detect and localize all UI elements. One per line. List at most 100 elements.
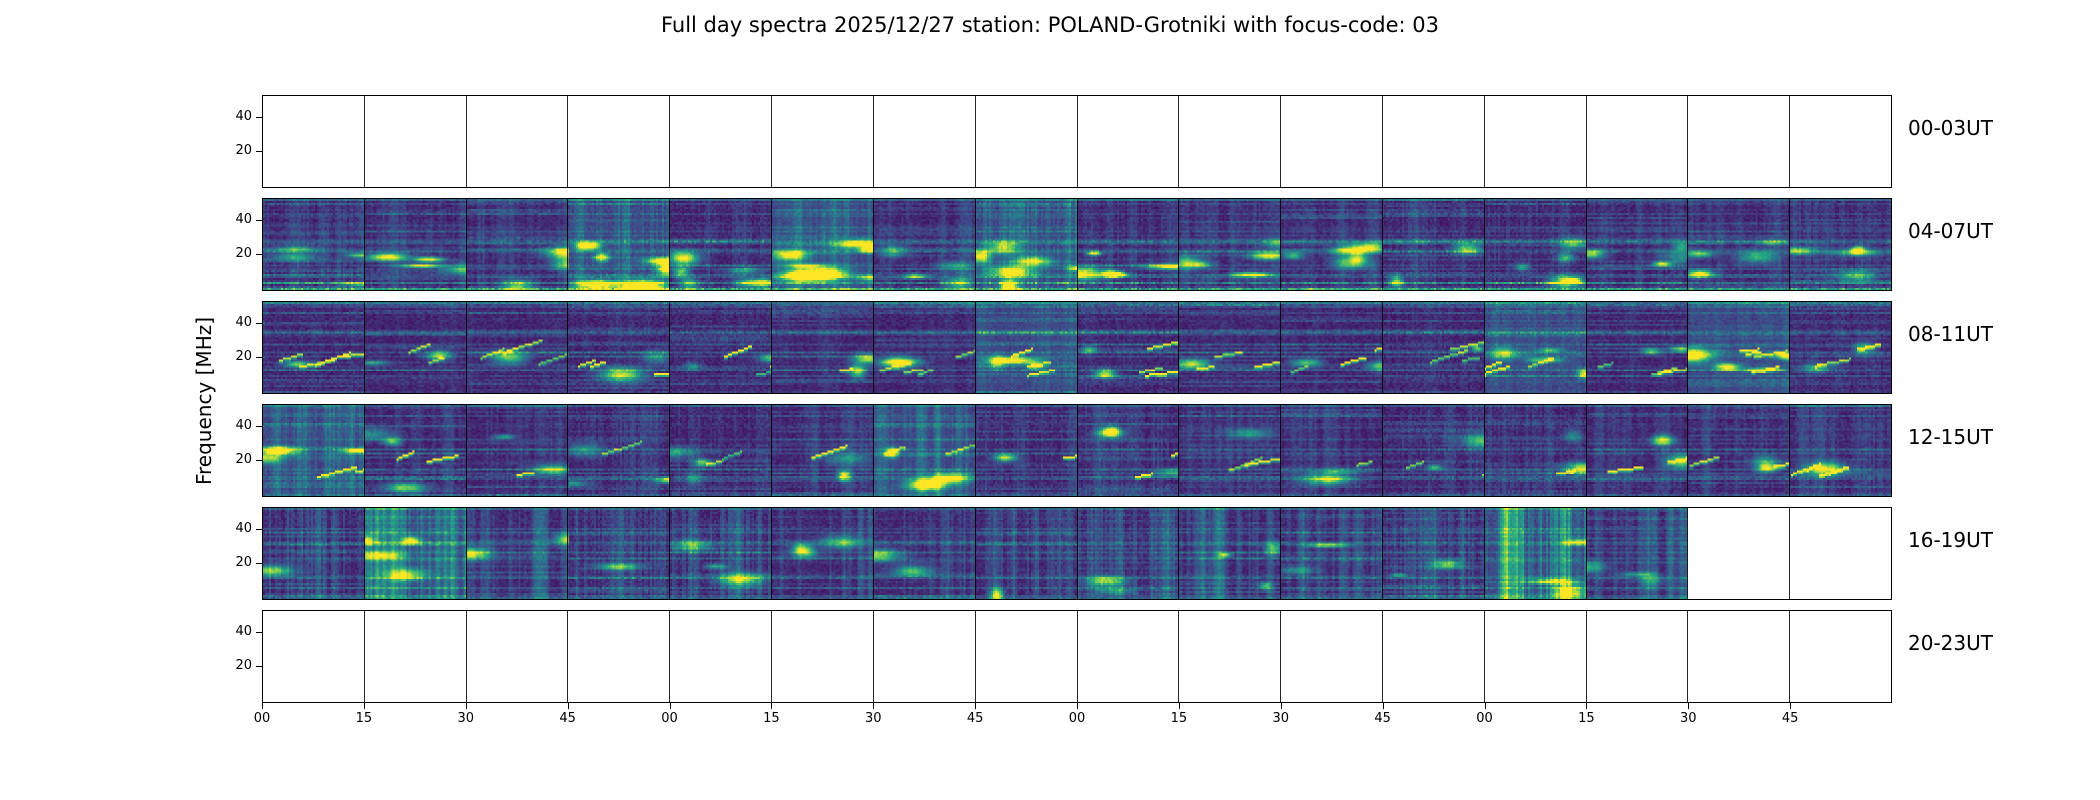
segment-grid bbox=[263, 508, 1891, 599]
segment-cell bbox=[670, 405, 773, 496]
y-tick-label: 20 bbox=[235, 451, 252, 467]
segment-cell bbox=[1688, 611, 1791, 702]
segment-cell bbox=[263, 611, 365, 702]
x-tick-mark bbox=[1178, 703, 1180, 709]
segment-cell bbox=[1281, 405, 1383, 496]
segment-cell bbox=[1179, 302, 1282, 393]
segment-cell bbox=[1281, 508, 1383, 599]
x-tick-label: 00 bbox=[1476, 711, 1493, 726]
x-tick-label: 30 bbox=[1679, 711, 1697, 726]
segment-cell bbox=[976, 405, 1078, 496]
segment-cell bbox=[1078, 405, 1180, 496]
segment-grid bbox=[263, 199, 1891, 290]
y-tick-label: 40 bbox=[235, 212, 252, 228]
y-tick-label: 40 bbox=[235, 109, 252, 125]
segment-cell bbox=[874, 405, 976, 496]
segment-cell bbox=[263, 302, 365, 393]
segment-cell bbox=[263, 508, 365, 599]
segment-cell bbox=[568, 302, 671, 393]
segment-cell bbox=[467, 302, 569, 393]
x-tick-label: 45 bbox=[559, 711, 576, 726]
segment-cell bbox=[976, 611, 1078, 702]
segment-cell bbox=[1179, 199, 1282, 290]
segment-cell bbox=[568, 611, 671, 702]
segment-cell bbox=[1179, 508, 1282, 599]
segment-grid bbox=[263, 405, 1891, 496]
segment-cell bbox=[467, 508, 569, 599]
segment-cell bbox=[1688, 405, 1791, 496]
spectra-row-16-19UT bbox=[262, 507, 1892, 600]
chart-title: Full day spectra 2025/12/27 station: POL… bbox=[660, 13, 1440, 37]
x-tick-label: 45 bbox=[1374, 711, 1391, 726]
segment-cell bbox=[1485, 611, 1587, 702]
segment-cell bbox=[1790, 96, 1891, 187]
segment-cell bbox=[670, 611, 773, 702]
segment-cell bbox=[772, 405, 874, 496]
segment-grid bbox=[263, 302, 1891, 393]
segment-cell bbox=[772, 199, 874, 290]
segment-cell bbox=[1688, 508, 1791, 599]
segment-cell bbox=[1078, 96, 1180, 187]
x-tick-mark bbox=[975, 703, 977, 709]
segment-cell bbox=[874, 508, 976, 599]
segment-cell bbox=[365, 405, 467, 496]
x-tick-mark bbox=[1790, 703, 1792, 709]
x-tick-mark bbox=[567, 703, 569, 709]
segment-cell bbox=[1688, 199, 1791, 290]
segment-cell bbox=[365, 199, 467, 290]
segment-cell bbox=[1078, 508, 1180, 599]
x-tick-mark bbox=[465, 703, 467, 709]
segment-cell bbox=[1485, 302, 1587, 393]
segment-cell bbox=[1383, 405, 1485, 496]
segment-cell bbox=[1179, 96, 1282, 187]
segment-cell bbox=[1587, 405, 1689, 496]
segment-cell bbox=[976, 199, 1078, 290]
x-tick-label: 00 bbox=[661, 711, 678, 726]
segment-cell bbox=[365, 96, 467, 187]
y-tick-mark bbox=[256, 426, 262, 428]
segment-cell bbox=[1281, 302, 1383, 393]
x-tick-mark bbox=[669, 703, 671, 709]
segment-cell bbox=[772, 302, 874, 393]
segment-cell bbox=[263, 199, 365, 290]
segment-cell bbox=[365, 302, 467, 393]
segment-cell bbox=[1790, 199, 1891, 290]
y-tick-mark bbox=[256, 632, 262, 634]
segment-cell bbox=[1790, 611, 1891, 702]
x-tick-label: 15 bbox=[1170, 711, 1188, 726]
y-tick-label: 20 bbox=[235, 554, 252, 570]
segment-cell bbox=[1078, 611, 1180, 702]
segment-cell bbox=[1587, 96, 1689, 187]
row-label-20-23UT: 20-23UT bbox=[1908, 630, 1993, 655]
segment-cell bbox=[874, 199, 976, 290]
x-tick-label: 45 bbox=[1781, 711, 1799, 726]
y-tick-mark bbox=[256, 150, 262, 152]
y-tick-label: 20 bbox=[235, 245, 252, 261]
segment-cell bbox=[1485, 199, 1587, 290]
x-tick-label: 00 bbox=[253, 711, 271, 726]
row-label-12-15UT: 12-15UT bbox=[1908, 424, 1993, 449]
x-tick-mark bbox=[1077, 703, 1078, 709]
row-label-16-19UT: 16-19UT bbox=[1908, 527, 1993, 552]
segment-cell bbox=[1383, 611, 1485, 702]
x-tick-label: 15 bbox=[763, 711, 780, 726]
segment-cell bbox=[1688, 302, 1791, 393]
y-tick-mark bbox=[256, 253, 262, 255]
segment-cell bbox=[1587, 611, 1689, 702]
segment-cell bbox=[568, 508, 671, 599]
segment-cell bbox=[1790, 405, 1891, 496]
segment-cell bbox=[772, 611, 874, 702]
segment-cell bbox=[976, 302, 1078, 393]
segment-cell bbox=[874, 302, 976, 393]
spectra-row-00-03UT bbox=[262, 95, 1892, 188]
segment-cell bbox=[365, 508, 467, 599]
x-tick-mark bbox=[1586, 703, 1588, 709]
x-tick-label: 30 bbox=[1272, 711, 1290, 726]
row-label-00-03UT: 00-03UT bbox=[1908, 115, 1993, 140]
segment-cell bbox=[1587, 508, 1689, 599]
segment-cell bbox=[1179, 611, 1282, 702]
y-tick-mark bbox=[256, 459, 262, 461]
spectra-row-08-11UT bbox=[262, 301, 1892, 394]
